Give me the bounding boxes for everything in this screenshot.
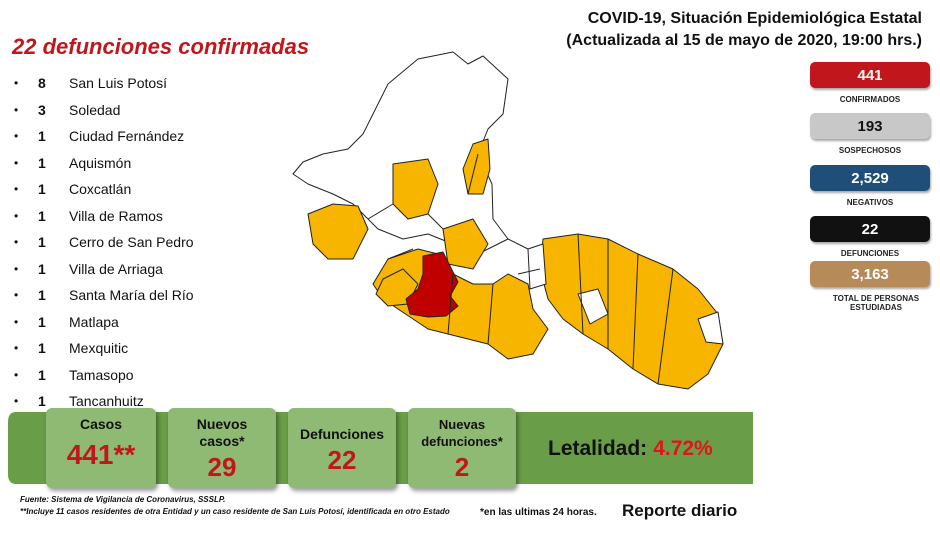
stat-label: NEGATIVOS (846, 198, 894, 207)
footer-source: Fuente: Sistema de Vigilancia de Coronav… (20, 495, 226, 504)
list-item: • 1 Matlapa (14, 309, 194, 336)
death-count: 1 (38, 313, 46, 330)
new-deaths-label: Nuevas defunciones* (421, 417, 503, 449)
lethality-label: Letalidad: (548, 437, 648, 460)
bullet-icon: • (14, 288, 19, 303)
death-count: 1 (38, 207, 46, 224)
page-header: COVID-19, Situación Epidemiológica Estat… (566, 8, 922, 52)
bullet-icon: • (14, 341, 19, 356)
new-deaths-value: 2 (454, 452, 470, 482)
map-region-white-east-3 (527, 243, 547, 290)
municipality-name: Villa de Ramos (69, 207, 163, 224)
list-item: • 3 Soledad (14, 97, 194, 124)
list-item: • 8 San Luis Potosí (14, 70, 194, 97)
bullet-icon: • (14, 235, 19, 250)
bullet-icon: • (14, 155, 19, 170)
death-count: 1 (38, 154, 46, 171)
municipality-name: Soledad (69, 101, 121, 118)
death-count: 1 (38, 366, 46, 383)
municipality-name: Santa María del Río (69, 287, 194, 304)
list-item: • 1 Santa María del Río (14, 282, 194, 309)
bullet-icon: • (14, 261, 19, 276)
deaths-by-municipality-list: • 8 San Luis Potosí • 3 Soledad • 1 Ciudad Ferná… (14, 70, 194, 415)
bullet-icon: • (14, 102, 19, 117)
deaths-title: 22 defunciones confirmadas (12, 34, 310, 59)
death-count: 1 (38, 340, 46, 357)
stat-box: 3,163 (810, 261, 930, 287)
list-item: • 1 Mexquitic (14, 335, 194, 362)
new-cases-label: Nuevos casos* (196, 416, 248, 449)
stat-box: 22 (810, 216, 930, 242)
municipality-name: Mexquitic (69, 340, 129, 357)
death-count: 1 (38, 287, 46, 304)
cases-card: Casos 441** (46, 408, 156, 488)
stat-box: 2,529 (810, 165, 930, 191)
lethality-value: 4.72% (653, 437, 713, 460)
list-item: • 1 Coxcatlán (14, 176, 194, 203)
deaths-card: Defunciones 22 (288, 408, 396, 488)
stat-box: 193 (810, 113, 930, 139)
map-region-red-capital (405, 251, 459, 318)
bullet-icon: • (14, 129, 19, 144)
municipality-name: Ciudad Fernández (69, 128, 185, 145)
deaths-value: 22 (327, 445, 357, 475)
footer-note-tail: *en las ultimas 24 horas. (480, 507, 597, 518)
lethality: Letalidad: 4.72% (548, 437, 713, 461)
bullet-icon: • (14, 314, 19, 329)
footer-note: **Incluye 11 casos residentes de otra En… (20, 507, 450, 516)
cases-label: Casos (79, 416, 123, 432)
stat-label: TOTAL DE PERSONAS ESTUDIADAS (832, 294, 920, 312)
list-item: • 1 Tamasopo (14, 362, 194, 389)
bullet-icon: • (14, 208, 19, 223)
municipality-name: Tancanhuitz (69, 393, 144, 410)
stat-label: DEFUNCIONES (840, 249, 900, 258)
new-deaths-card: Nuevas defunciones* 2 (408, 408, 516, 488)
bullet-icon: • (14, 76, 19, 91)
stat-label: SOSPECHOSOS (838, 146, 902, 155)
map-region-yellow-2 (307, 203, 369, 260)
death-count: 1 (38, 234, 46, 251)
death-count: 1 (38, 260, 46, 277)
map-region-north (292, 51, 509, 255)
cases-value: 441** (66, 439, 136, 470)
municipality-name: Tamasopo (69, 366, 134, 383)
page-title: COVID-19, Situación Epidemiológica Estat… (587, 10, 922, 27)
map-region-yellow-5 (372, 248, 549, 360)
report-label: Reporte diario (622, 501, 738, 520)
list-item: • 1 Tancanhuitz (14, 388, 194, 415)
stat-box: 441 (810, 62, 930, 88)
stat-label: CONFIRMADOS (839, 95, 901, 104)
municipality-name: San Luis Potosí (69, 75, 168, 92)
bullet-icon: • (14, 182, 19, 197)
map-region-yellow-4 (442, 218, 489, 270)
death-count: 1 (38, 181, 46, 198)
death-count: 1 (38, 128, 46, 145)
list-item: • 1 Aquismón (14, 150, 194, 177)
bullet-icon: • (14, 367, 19, 382)
map-region-white-east-1 (697, 311, 724, 345)
municipality-name: Matlapa (69, 313, 119, 330)
state-map (292, 51, 724, 390)
death-count: 8 (38, 75, 46, 92)
page-subtitle: (Actualizada al 15 de mayo de 2020, 19:0… (566, 32, 922, 49)
list-item: • 1 Villa de Arriaga (14, 256, 194, 283)
municipality-name: Aquismón (69, 154, 132, 171)
deaths-label: Defunciones (299, 426, 384, 442)
list-item: • 1 Ciudad Fernández (14, 123, 194, 150)
map-region-yellow-3 (462, 138, 491, 195)
municipality-name: Coxcatlán (69, 181, 132, 198)
bullet-icon: • (14, 394, 19, 409)
death-count: 3 (38, 101, 46, 118)
municipality-name: Villa de Arriaga (69, 260, 163, 277)
list-item: • 1 Cerro de San Pedro (14, 229, 194, 256)
new-cases-card: Nuevos casos* 29 (168, 408, 276, 488)
map-region-yellow-7 (539, 233, 724, 390)
municipality-name: Cerro de San Pedro (69, 234, 194, 251)
death-count: 1 (38, 393, 46, 410)
new-cases-value: 29 (207, 452, 237, 482)
list-item: • 1 Villa de Ramos (14, 203, 194, 230)
